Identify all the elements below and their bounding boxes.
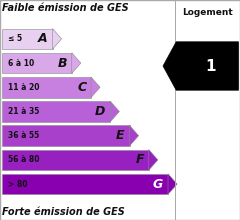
Text: 6 à 10: 6 à 10 [8,59,35,68]
Text: Forte émission de GES: Forte émission de GES [2,207,125,217]
FancyBboxPatch shape [2,125,130,146]
Polygon shape [130,125,139,146]
Text: D: D [95,105,105,118]
Polygon shape [53,29,62,49]
FancyBboxPatch shape [2,53,72,73]
Text: Logement: Logement [182,8,233,17]
Polygon shape [168,174,177,194]
Polygon shape [163,42,239,90]
Text: C: C [77,81,86,94]
FancyBboxPatch shape [2,29,53,49]
FancyBboxPatch shape [2,101,110,122]
FancyBboxPatch shape [2,174,168,194]
Text: E: E [116,129,125,142]
Polygon shape [72,53,81,73]
Text: 56 à 80: 56 à 80 [8,155,40,164]
Polygon shape [149,150,158,170]
Text: B: B [57,57,67,70]
Text: 1: 1 [206,59,216,73]
FancyBboxPatch shape [2,77,91,98]
FancyBboxPatch shape [175,0,176,220]
Polygon shape [91,77,100,98]
Text: 11 à 20: 11 à 20 [8,83,40,92]
Polygon shape [110,101,119,122]
Text: 36 à 55: 36 à 55 [8,131,40,140]
Text: F: F [135,153,144,166]
Text: 21 à 35: 21 à 35 [8,107,40,116]
Text: > 80: > 80 [8,180,28,189]
Text: ≤ 5: ≤ 5 [8,34,23,43]
FancyBboxPatch shape [2,150,149,170]
Text: G: G [153,178,163,191]
Text: Faible émission de GES: Faible émission de GES [2,3,129,13]
Text: A: A [38,32,48,45]
